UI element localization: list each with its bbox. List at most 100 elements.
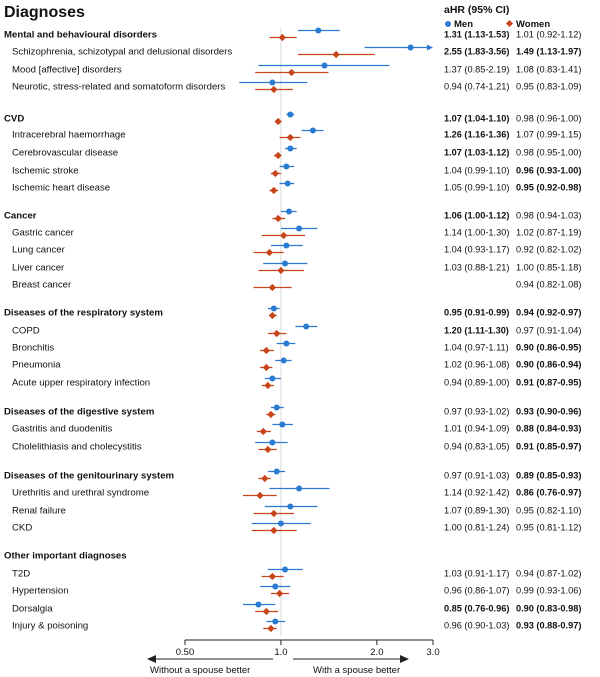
men-point — [296, 225, 303, 232]
women-hr-label: 0.90 (0.86-0.94) — [516, 360, 581, 370]
men-hr-label: 1.20 (1.11-1.30) — [444, 326, 509, 336]
legend: Men Women — [445, 19, 550, 30]
row-label: Other important diagnoses — [4, 551, 127, 562]
column-header: aHR (95% CI) — [444, 4, 509, 16]
row-label: Mental and behavioural disorders — [4, 30, 157, 41]
men-hr-label: 1.04 (0.99-1.10) — [444, 166, 509, 176]
men-hr-label: 1.05 (0.99-1.10) — [444, 183, 509, 193]
men-hr-label: 1.07 (1.03-1.12) — [444, 148, 509, 158]
men-hr-label: 0.94 (0.83-1.05) — [444, 442, 509, 452]
men-point — [287, 145, 294, 152]
row-label: Renal failure — [12, 506, 66, 517]
group-row: Diseases of the digestive system 0.97 (0.… — [4, 404, 581, 419]
men-point — [287, 111, 294, 118]
men-point — [283, 163, 290, 170]
women-hr-label: 0.93 (0.88-0.97) — [516, 621, 581, 631]
item-row: Intracerebral haemorrhage 1.26 (1.16-1.36… — [12, 127, 581, 142]
women-point — [273, 329, 281, 338]
women-point — [275, 589, 284, 598]
women-point — [264, 381, 272, 390]
men-point — [272, 583, 279, 590]
women-point — [287, 68, 296, 77]
men-hr-label: 1.01 (0.94-1.09) — [444, 424, 509, 434]
women-hr-label: 1.01 (0.92-1.12) — [516, 30, 581, 40]
row-label: CVD — [4, 114, 24, 125]
men-hr-label: 1.07 (1.04-1.10) — [444, 114, 509, 124]
item-row: Cerebrovascular disease 1.07 (1.03-1.12) 0… — [12, 145, 581, 160]
item-row: Renal failure 1.07 (0.89-1.30) 0.95 (0.82-… — [12, 503, 581, 518]
row-label: Urethritis and urethral syndrome — [12, 488, 149, 499]
women-hr-label: 0.99 (0.93-1.06) — [516, 586, 581, 596]
women-point — [262, 346, 271, 355]
women-hr-label: 0.94 (0.82-1.08) — [516, 280, 581, 290]
women-hr-label: 0.88 (0.84-0.93) — [516, 424, 581, 434]
women-point — [256, 491, 264, 500]
row-label: Pneumonia — [12, 360, 61, 371]
men-hr-label: 1.31 (1.13-1.53) — [444, 30, 509, 40]
row-label: Injury & poisoning — [12, 621, 88, 632]
women-point — [268, 311, 277, 320]
women-point — [264, 445, 272, 454]
men-point — [296, 485, 303, 492]
men-point — [282, 566, 289, 573]
men-point — [284, 180, 291, 187]
x-tick-label: 3.0 — [426, 647, 439, 658]
women-hr-label: 1.49 (1.13-1.97) — [516, 47, 581, 57]
men-point — [321, 62, 328, 69]
item-row: Hypertension 0.96 (0.86-1.07) 0.99 (0.93-1… — [12, 583, 581, 598]
men-hr-label: 0.85 (0.76-0.96) — [444, 604, 509, 614]
men-hr-label: 0.96 (0.86-1.07) — [444, 586, 509, 596]
women-point — [267, 410, 275, 419]
item-row: Injury & poisoning 0.96 (0.90-1.03) 0.93 (… — [12, 618, 581, 633]
item-row: Lung cancer 1.04 (0.93-1.17) 0.92 (0.82-1.… — [12, 242, 581, 257]
women-hr-label: 0.97 (0.91-1.04) — [516, 326, 581, 336]
right-arrowhead — [400, 655, 409, 663]
women-hr-label: 0.92 (0.82-1.02) — [516, 245, 581, 255]
women-hr-label: 0.94 (0.87-1.02) — [516, 569, 581, 579]
x-tick-label: 2.0 — [370, 647, 383, 658]
chart-title: Diagnoses — [4, 4, 85, 21]
men-point — [407, 44, 414, 51]
men-hr-label: 1.03 (0.91-1.17) — [444, 569, 509, 579]
men-hr-label: 1.14 (1.00-1.30) — [444, 228, 509, 238]
x-tick-label: 1.0 — [274, 647, 287, 658]
item-row: Pneumonia 1.02 (0.96-1.08) 0.90 (0.86-0.94… — [12, 357, 581, 372]
women-point — [274, 117, 282, 126]
left-arrow-label: Without a spouse better — [150, 665, 250, 676]
women-hr-label: 0.90 (0.86-0.95) — [516, 343, 581, 353]
row-label: Schizophrenia, schizotypal and delusiona… — [12, 47, 232, 58]
x-axis: 0.50 1.0 2.0 3.0 — [176, 639, 440, 658]
left-arrowhead — [147, 655, 156, 663]
item-row: Mood [affective] disorders 1.37 (0.85-2.1… — [12, 62, 581, 77]
women-point — [332, 50, 340, 59]
women-point — [268, 283, 277, 292]
men-hr-label: 1.06 (1.00-1.12) — [444, 211, 509, 221]
women-point — [270, 186, 278, 195]
women-point — [274, 151, 282, 160]
women-hr-label: 1.08 (0.83-1.41) — [516, 65, 581, 75]
men-point — [255, 601, 262, 608]
row-label: Ischemic heart disease — [12, 183, 110, 194]
group-row: Diseases of the genitourinary system 0.97… — [4, 468, 581, 483]
women-hr-label: 0.95 (0.82-1.10) — [516, 506, 581, 516]
men-point — [279, 421, 286, 428]
women-hr-label: 0.93 (0.90-0.96) — [516, 407, 581, 417]
right-arrow-label: With a spouse better — [313, 665, 400, 676]
men-hr-label: 1.14 (0.92-1.42) — [444, 488, 509, 498]
men-hr-label: 2.55 (1.83-3.56) — [444, 47, 509, 57]
row-label: Gastritis and duodenitis — [12, 424, 112, 435]
row-label: Mood [affective] disorders — [12, 65, 122, 76]
row-label: Lung cancer — [12, 245, 66, 256]
direction-arrows: Without a spouse better With a spouse be… — [147, 655, 409, 676]
row-label: Breast cancer — [12, 280, 72, 291]
women-point — [270, 85, 278, 94]
row-label: Bronchitis — [12, 343, 54, 354]
women-hr-label: 0.98 (0.96-1.00) — [516, 114, 581, 124]
women-hr-label: 0.95 (0.83-1.09) — [516, 82, 581, 92]
men-point — [273, 404, 280, 411]
women-point — [268, 572, 277, 581]
women-point — [259, 427, 267, 436]
men-point — [277, 520, 284, 527]
row-label: COPD — [12, 326, 40, 337]
men-point — [273, 468, 280, 475]
